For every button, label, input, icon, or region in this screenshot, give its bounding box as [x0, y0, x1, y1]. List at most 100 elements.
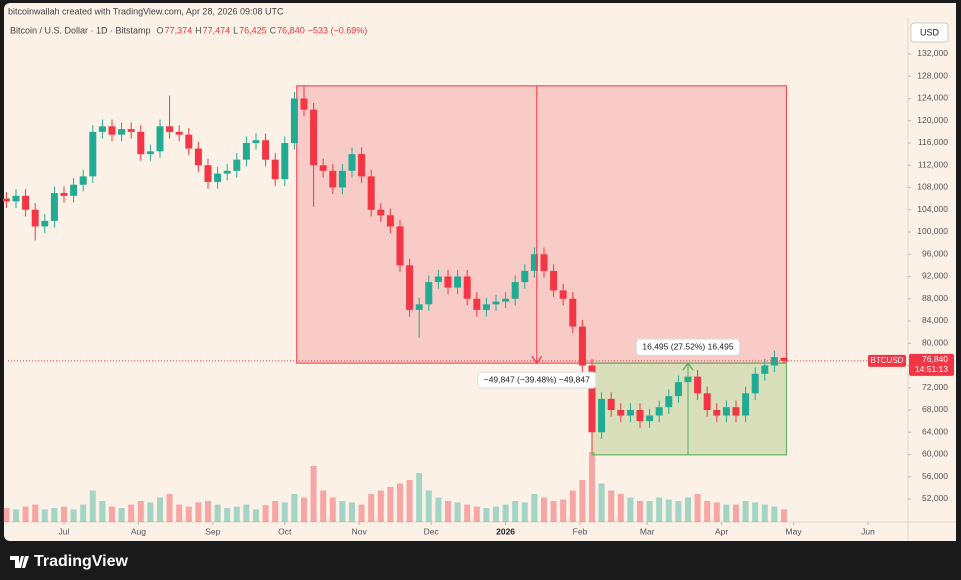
volume-bar	[416, 473, 423, 522]
candle-body	[41, 220, 49, 227]
candle-body	[242, 142, 250, 160]
candle-body	[598, 398, 606, 433]
candle-body	[377, 209, 385, 216]
volume-bar	[713, 502, 720, 522]
candle-body	[626, 409, 634, 416]
volume-bar	[166, 494, 173, 522]
x-tick-label: Apr	[715, 526, 728, 536]
candle-body	[713, 409, 721, 416]
candle-body	[636, 409, 644, 422]
y-tick-label: 88,000	[922, 293, 948, 303]
volume-bar	[454, 502, 461, 522]
volume-bar	[233, 506, 240, 522]
volume-bar	[752, 502, 759, 522]
candle-body	[89, 131, 97, 177]
candle-body	[751, 373, 759, 394]
measure-label: 16,495 (27.52%) 16,495	[642, 341, 733, 351]
measure-arrow	[682, 362, 694, 371]
candle-body	[281, 142, 289, 180]
x-tick-label: 2026	[496, 526, 515, 536]
candle-body	[550, 270, 558, 291]
volume-bar	[502, 504, 509, 522]
volume-bar	[320, 490, 327, 522]
volume-bar	[204, 501, 211, 522]
volume-bar	[291, 494, 298, 522]
volume-bar	[252, 509, 259, 522]
volume-bar	[329, 497, 336, 522]
volume-bar	[147, 502, 154, 522]
volume-bar	[483, 508, 490, 522]
candle-body	[742, 393, 750, 416]
volume-bar	[704, 501, 711, 522]
x-tick-label: Feb	[573, 526, 588, 536]
price-axis-panel	[908, 3, 956, 541]
candle-body	[434, 276, 442, 283]
volume-bar	[569, 490, 576, 522]
volume-bar	[646, 501, 653, 522]
volume-bar	[195, 502, 202, 522]
ohlc-value: 77,374	[165, 25, 193, 35]
candle-body	[60, 193, 68, 196]
volume-bar	[598, 483, 605, 522]
chart-panel	[4, 3, 956, 541]
candle-body	[290, 98, 298, 143]
volume-bar	[387, 487, 394, 522]
candle-body	[137, 131, 145, 155]
volume-bar	[684, 497, 691, 522]
volume-bar	[656, 497, 663, 522]
candle-body	[127, 129, 135, 132]
candle-body	[761, 365, 769, 374]
volume-bar	[550, 501, 557, 522]
x-tick-label: Jul	[59, 526, 70, 536]
candle-body	[31, 209, 39, 227]
volume-bar	[80, 504, 87, 522]
candle-body	[223, 170, 231, 174]
x-tick-label: Jun	[861, 526, 875, 536]
measure-arrow	[531, 355, 543, 365]
candle-body	[214, 173, 222, 182]
y-tick-label: 80,000	[922, 337, 948, 347]
price-label: 76,840	[922, 354, 948, 364]
volume-bar	[281, 502, 288, 522]
candle-body	[348, 154, 356, 171]
volume-bar	[780, 509, 787, 522]
volume-bar	[339, 501, 346, 522]
candle-body	[310, 109, 318, 166]
volume-bar	[665, 499, 672, 522]
x-tick-label: Mar	[640, 526, 655, 536]
y-tick-label: 120,000	[917, 115, 948, 125]
volume-bar	[464, 504, 471, 522]
volume-bar	[176, 504, 183, 522]
volume-bar	[608, 490, 615, 522]
volume-bar	[310, 466, 317, 522]
volume-bar	[406, 480, 413, 522]
candle-body	[655, 407, 663, 416]
candle-body	[482, 304, 490, 310]
candle-body	[607, 398, 615, 410]
measure-label-box	[635, 338, 741, 356]
candle-body	[367, 176, 375, 210]
volume-bar	[358, 504, 365, 522]
candle-body	[12, 195, 20, 202]
y-tick-label: 72,000	[922, 382, 948, 392]
candle-body	[463, 276, 471, 299]
candle-body	[2, 198, 10, 202]
volume-bar	[22, 506, 29, 522]
volume-bar	[89, 490, 96, 522]
volume-bar	[396, 483, 403, 522]
y-tick-label: 84,000	[922, 315, 948, 325]
volume-bar	[771, 506, 778, 522]
ohlc-value: 76,425	[239, 25, 267, 35]
candle-body	[175, 131, 183, 135]
volume-bar	[425, 490, 432, 522]
candle-body	[358, 154, 366, 177]
candle-body	[118, 129, 126, 135]
volume-bar	[128, 504, 135, 522]
ohlc-key: H	[195, 25, 202, 35]
volume-bar	[761, 504, 768, 522]
volume-bar	[12, 509, 19, 522]
candle-body	[338, 170, 346, 188]
y-tick-label: 92,000	[922, 271, 948, 281]
x-tick-label: Sep	[205, 526, 220, 536]
candle-body	[665, 396, 673, 408]
